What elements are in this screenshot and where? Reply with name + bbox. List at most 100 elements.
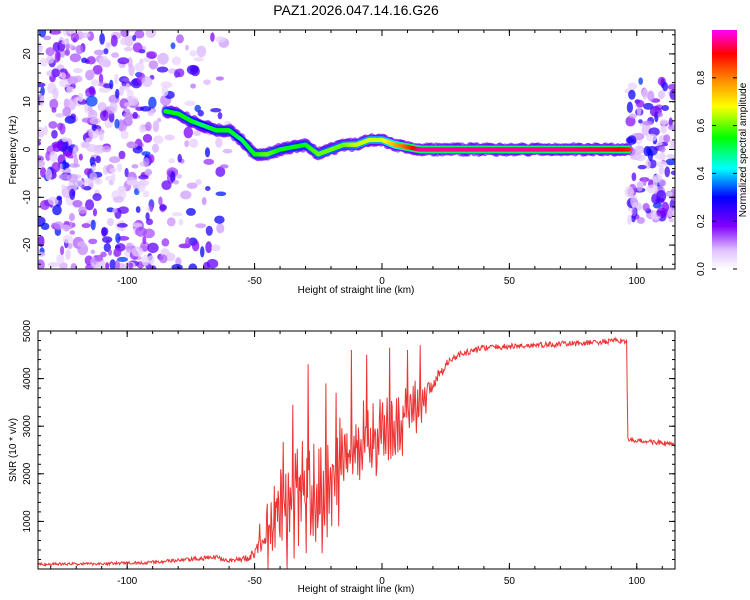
spectrogram-noise-cell: [663, 134, 671, 144]
spectrogram-noise-cell: [211, 244, 221, 252]
spectrogram-noise-cell: [668, 218, 674, 223]
spectrogram-noise-cell: [176, 34, 184, 44]
spectrogram-noise-cell: [145, 121, 152, 132]
spectrogram-noise-cell: [116, 163, 123, 172]
spectrogram-noise-cell: [220, 164, 229, 169]
spectrogram-noise-cell: [90, 78, 100, 87]
spectrogram-noise-cell: [109, 156, 121, 164]
spectrogram-noise-cell: [94, 178, 103, 185]
spectrogram-noise-cell: [206, 258, 219, 269]
spectrogram-noise-cell: [634, 154, 646, 162]
spectrogram-noise-cell: [75, 44, 84, 55]
snr-y-axis: 1000 2000 3000 4000 5000: [22, 319, 675, 570]
colorbar-gradient: [712, 30, 737, 269]
spectrogram-noise-cell: [667, 207, 675, 218]
spectrogram-noise-cell: [72, 200, 83, 208]
spectrogram-noise-cell: [189, 138, 199, 149]
spectrogram-y-tick-label: 0: [22, 146, 33, 152]
spectrogram-noise-cell: [143, 157, 150, 168]
spectrogram-noise-cell: [92, 208, 98, 217]
spectrogram-noise-cell: [82, 181, 92, 186]
spectrogram-noise-cell: [77, 92, 84, 103]
spectrogram-noise-cell: [91, 123, 97, 131]
spectrogram-noise-cell: [626, 101, 633, 113]
spectrogram-noise-cell: [64, 49, 70, 56]
spectrogram-noise-cell: [49, 98, 59, 110]
spectrogram-noise-cell: [62, 159, 67, 171]
spectrogram-noise-cell: [627, 214, 632, 225]
spectrogram-noise-cell: [95, 155, 101, 164]
spectrogram-noise-cell: [143, 190, 150, 198]
spectrogram-noise-cell: [49, 151, 58, 163]
spectrogram-noise-cell: [38, 235, 45, 248]
spectrogram-y-axis-label: Frequency (Hz): [8, 116, 19, 185]
spectrogram-noise-cell: [92, 64, 103, 75]
spectrogram-noise-cell: [222, 148, 233, 154]
spectrogram-noise-cell: [105, 262, 110, 269]
spectrogram-noise-cell: [99, 32, 105, 45]
spectrogram-noise-cell: [636, 181, 643, 192]
spectrogram-noise-cell: [147, 242, 159, 254]
spectrogram-noise-cell: [103, 48, 109, 55]
spectrogram-noise-cell: [100, 251, 107, 258]
spectrogram-noise-cell: [122, 116, 133, 127]
spectrogram-noise-cell: [89, 172, 98, 181]
spectrogram-noise-cell: [636, 217, 646, 224]
spectrogram-noise-cell: [131, 246, 144, 257]
spectrogram-noise-cell: [89, 109, 96, 116]
spectrogram-noise-cell: [195, 178, 202, 185]
spectrogram-noise-cell: [141, 76, 153, 88]
spectrogram-noise-cell: [194, 104, 202, 113]
spectrogram-noise-cell: [148, 154, 155, 164]
spectrogram-noise-cell: [83, 185, 92, 191]
spectrogram-noise-cell: [196, 45, 207, 58]
spectrogram-noise-cell: [141, 151, 151, 156]
spectrogram-noise-cell: [658, 165, 664, 176]
spectrogram-noise-cell: [145, 212, 150, 221]
spectrogram-noise-cell: [81, 57, 88, 64]
spectrogram-noise-cell: [666, 153, 675, 159]
spectrogram-noise-cell: [153, 135, 164, 144]
spectrogram-noise-cell: [51, 68, 60, 78]
spectrogram-noise-cell: [123, 102, 131, 108]
spectrogram-noise-cell: [164, 134, 175, 141]
spectrogram-noise-cell: [638, 119, 643, 124]
spectrogram-noise-cell: [662, 81, 669, 92]
spectrogram-noise-cell: [667, 83, 675, 91]
spectrogram-noise-cell: [180, 190, 192, 200]
spectrogram-noise-cell: [69, 53, 82, 63]
spectrogram-noise-cell: [184, 236, 191, 249]
spectrogram-noise-cell: [215, 191, 227, 197]
spectrogram-noise-cell: [148, 96, 157, 109]
spectrogram-noise-cell: [124, 167, 129, 178]
snr-y-tick-label: 4000: [22, 367, 33, 390]
snr-y-tick-label: 1000: [22, 510, 33, 533]
spectrogram-noise-cell: [67, 30, 75, 34]
spectrogram-noise-cell: [171, 212, 183, 217]
colorbar-label: Normalized spectral amplitude: [738, 82, 749, 217]
spectrogram-noise-cell: [119, 85, 125, 96]
spectrogram-noise-cell: [52, 204, 62, 216]
spectrogram-noise-cell: [54, 51, 60, 63]
spectrogram-noise-cell: [643, 102, 654, 110]
spectrogram-noise-cell: [204, 147, 211, 158]
spectrogram-noise-cell: [156, 66, 169, 73]
spectrogram-noise-cell: [122, 77, 130, 83]
snr-x-axis: -100 -50 0 50 100: [50, 331, 663, 587]
spectrogram-noise-cell: [147, 30, 152, 38]
spectrogram-noise-cell: [148, 60, 159, 70]
spectrogram-noise-cell: [170, 171, 176, 183]
spectrogram-noise-cell: [158, 196, 163, 206]
spectrogram-noise-cell: [654, 153, 667, 160]
spectrogram-noise-cell: [38, 159, 45, 168]
spectrogram-noise-cell: [628, 89, 636, 100]
spectrogram-noise-cell: [658, 146, 666, 153]
spectrogram-noise-cell: [215, 137, 223, 148]
spectrogram-noise-cell: [660, 124, 668, 134]
spectrogram-noise-cell: [60, 184, 66, 189]
spectrogram-noise-cell: [88, 69, 95, 79]
spectrogram-noise-cell: [193, 57, 205, 62]
spectrogram-noise-cell: [646, 133, 658, 142]
spectrogram-noise-cell: [635, 204, 642, 211]
